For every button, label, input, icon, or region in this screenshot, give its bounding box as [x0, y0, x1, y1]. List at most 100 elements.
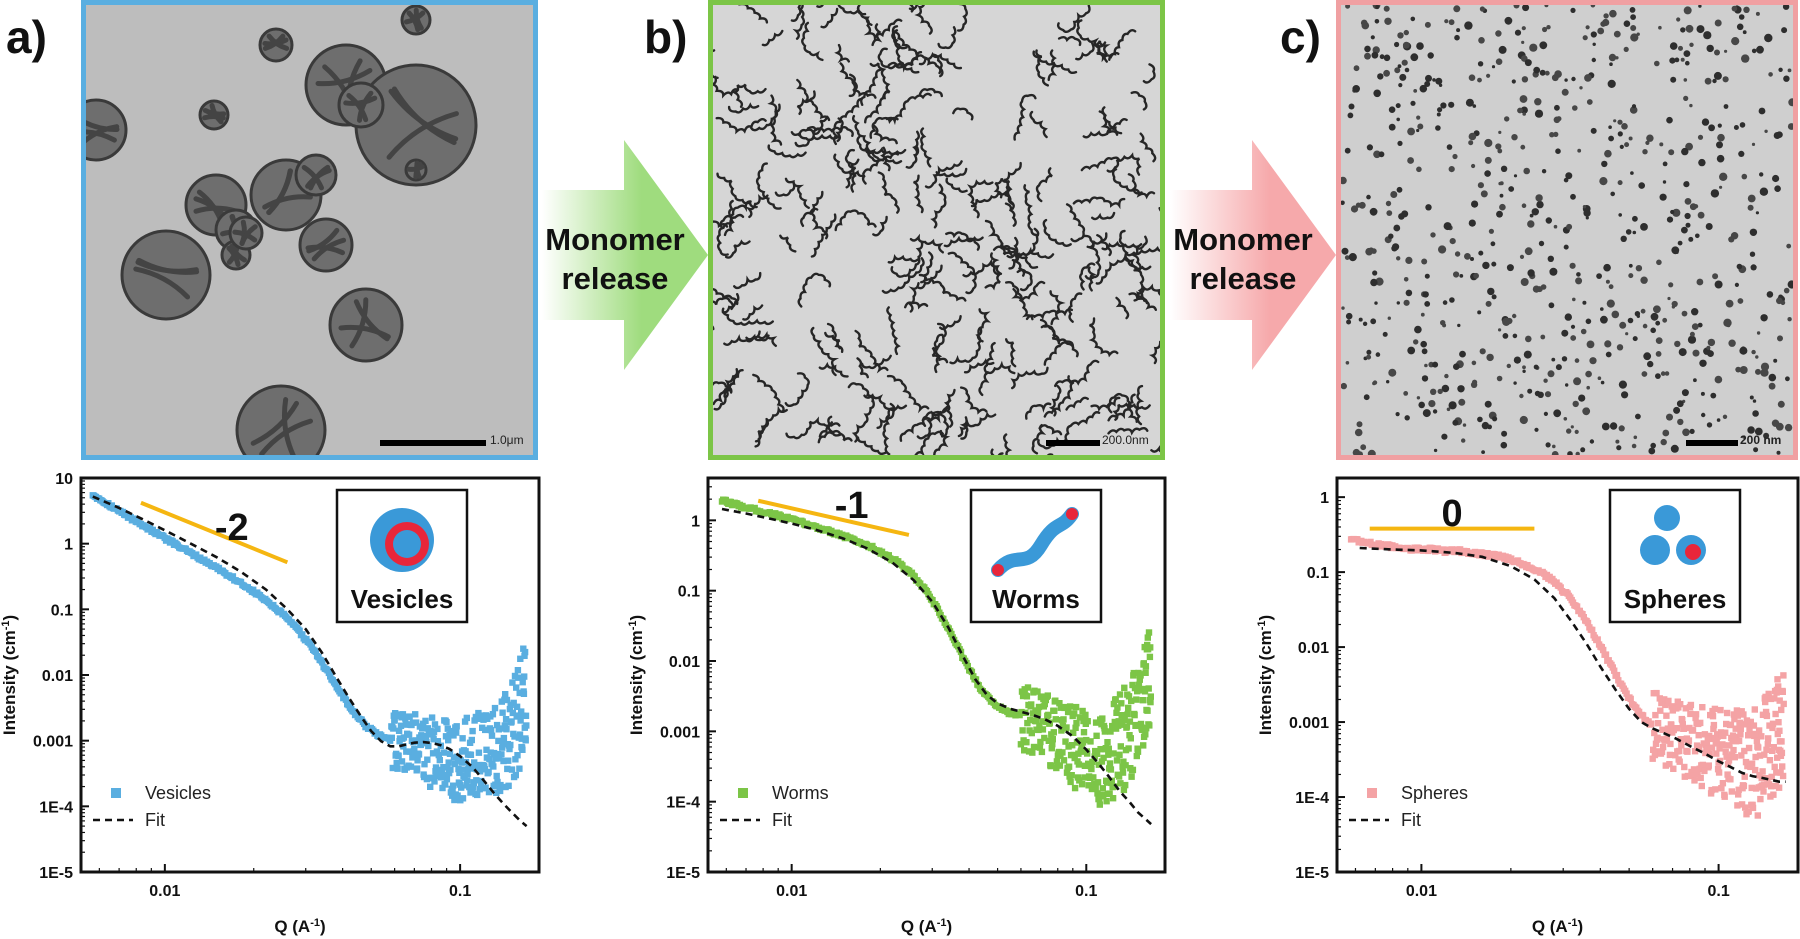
- data-point: [1746, 726, 1753, 733]
- arrow-monomer-release-1: [542, 140, 708, 370]
- sphere: [1571, 76, 1576, 82]
- sphere: [1630, 14, 1636, 20]
- sphere: [1585, 25, 1590, 30]
- data-point: [1115, 722, 1122, 729]
- y-tick-label: 1E-4: [1295, 790, 1329, 807]
- data-point: [1081, 774, 1088, 781]
- sphere: [1520, 278, 1529, 286]
- sphere: [1511, 134, 1518, 141]
- x-tick-label: 0.01: [1406, 883, 1437, 900]
- sphere: [1477, 182, 1484, 189]
- sphere: [1452, 419, 1459, 426]
- data-point: [475, 749, 483, 756]
- sphere: [1613, 119, 1617, 123]
- x-tick-label: 0.01: [776, 883, 807, 900]
- sphere: [1563, 417, 1568, 421]
- sphere: [1638, 182, 1645, 189]
- data-point: [1703, 740, 1711, 747]
- sphere: [1341, 200, 1345, 206]
- worm: [845, 158, 860, 189]
- worm: [917, 264, 943, 290]
- worm: [957, 411, 997, 438]
- worm: [713, 288, 739, 306]
- sphere: [1383, 54, 1391, 62]
- data-point: [1717, 706, 1724, 714]
- sphere: [1601, 422, 1610, 431]
- sphere: [1548, 302, 1555, 309]
- data-point: [487, 749, 494, 756]
- data-point: [1725, 757, 1733, 764]
- sphere: [1396, 301, 1400, 305]
- sphere: [1734, 282, 1739, 287]
- data-point: [511, 733, 518, 740]
- sphere: [1567, 451, 1573, 455]
- data-point: [1060, 716, 1067, 723]
- data-point: [419, 725, 426, 732]
- data-point: [1699, 704, 1706, 711]
- worm: [1101, 106, 1123, 135]
- sphere: [1738, 150, 1745, 157]
- sphere: [1478, 37, 1485, 44]
- sphere: [1366, 144, 1373, 151]
- sphere: [1783, 287, 1790, 294]
- sphere: [1383, 69, 1390, 77]
- sphere: [1640, 276, 1648, 284]
- data-point: [1733, 707, 1741, 714]
- sphere: [1572, 105, 1578, 111]
- data-point: [1735, 737, 1743, 745]
- sphere: [1522, 369, 1526, 373]
- data-point: [1715, 769, 1723, 776]
- data-point: [483, 746, 490, 753]
- data-point: [1774, 754, 1781, 761]
- data-point: [975, 682, 982, 689]
- data-point: [1117, 743, 1124, 750]
- sphere: [1448, 101, 1455, 108]
- sphere: [1486, 73, 1491, 78]
- worm: [899, 422, 927, 442]
- plot-frame: [706, 476, 1167, 874]
- data-point: [1061, 703, 1069, 711]
- sphere: [1438, 245, 1447, 254]
- sphere: [1374, 19, 1380, 24]
- sphere: [1495, 58, 1503, 65]
- data-point: [1737, 731, 1744, 738]
- data-point: [428, 774, 435, 782]
- sphere: [1377, 73, 1384, 80]
- data-point: [1752, 753, 1759, 761]
- worm: [835, 117, 844, 143]
- data-point: [471, 759, 478, 766]
- data-point: [1677, 736, 1684, 743]
- data-point: [508, 766, 516, 773]
- worm: [724, 239, 751, 259]
- sphere: [1620, 235, 1627, 242]
- sphere: [1449, 238, 1456, 245]
- sphere: [1513, 174, 1518, 178]
- data-point: [1701, 767, 1708, 775]
- sphere: [1751, 349, 1756, 355]
- sphere: [1570, 335, 1577, 341]
- sphere: [1655, 373, 1661, 379]
- sphere: [1603, 263, 1611, 272]
- sphere: [1582, 35, 1588, 41]
- sphere: [1685, 142, 1693, 151]
- data-point: [439, 784, 446, 792]
- worm: [1072, 196, 1126, 210]
- sphere: [1405, 289, 1413, 297]
- data-point: [429, 750, 437, 757]
- sphere: [1512, 333, 1518, 339]
- sphere-icon: [1640, 535, 1670, 565]
- worm: [1095, 253, 1138, 285]
- sphere: [1719, 172, 1728, 181]
- sphere: [1697, 322, 1703, 328]
- sphere: [1383, 5, 1390, 12]
- data-point: [1743, 717, 1751, 724]
- sphere: [1484, 138, 1493, 148]
- sphere: [1680, 27, 1686, 33]
- worm: [754, 405, 788, 443]
- y-tick-label: 1E-5: [39, 865, 73, 882]
- data-point: [1763, 712, 1771, 720]
- data-point: [1745, 732, 1752, 739]
- data-point: [1757, 795, 1764, 803]
- sphere: [1413, 89, 1418, 93]
- sphere: [1716, 141, 1723, 149]
